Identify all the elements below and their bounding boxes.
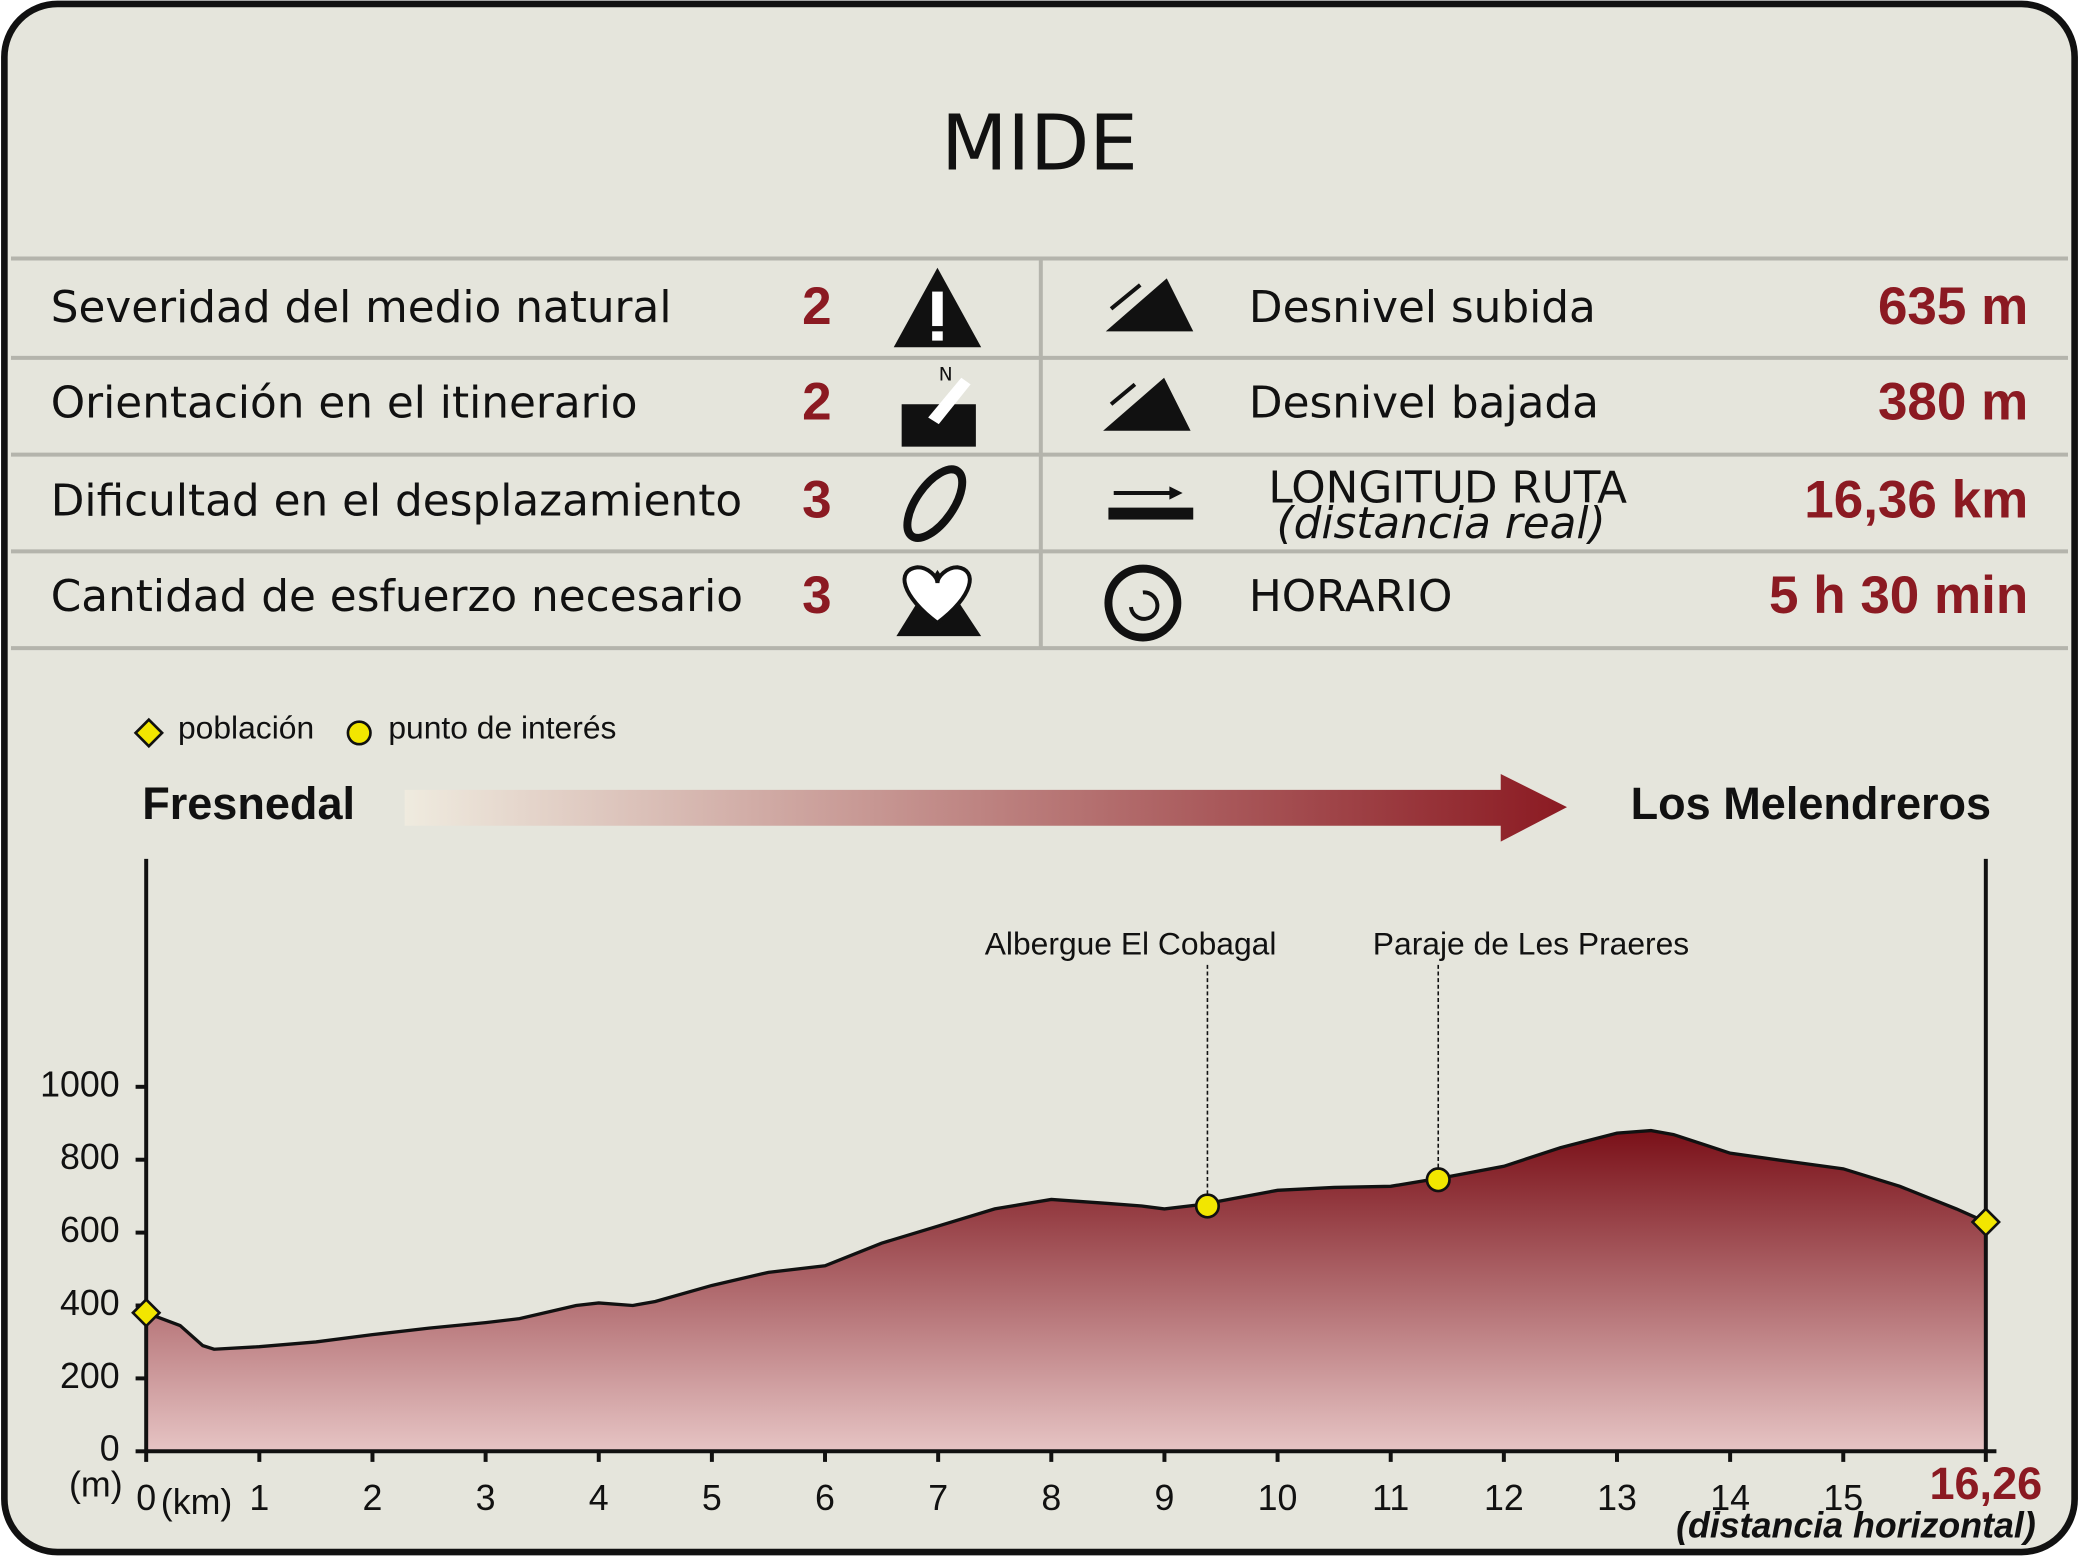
- info-label: Desnivel subida: [1249, 282, 1596, 333]
- info-label: LONGITUD RUTA: [1268, 462, 1627, 513]
- criterion-label: Cantidad de esfuerzo necesario: [51, 571, 743, 622]
- x-tick-label: 3: [476, 1478, 496, 1518]
- info-value: 16,36 km: [1804, 471, 2028, 530]
- table-lines: [11, 256, 2068, 651]
- x-tick-label: 8: [1041, 1478, 1061, 1518]
- legend-symbol: [346, 720, 372, 746]
- title: MIDE: [941, 99, 1138, 188]
- x-tick-label: 15: [1823, 1478, 1863, 1518]
- criterion-value: 2: [802, 373, 831, 432]
- x-tick-label: 11: [1372, 1478, 1409, 1518]
- elevation-line: [145, 1128, 1987, 1351]
- y-tick-label: 600: [60, 1210, 120, 1250]
- x-tick-label: 14: [1710, 1478, 1750, 1518]
- x-tick-label: 7: [928, 1478, 948, 1518]
- x-unit: (km): [161, 1482, 233, 1522]
- marker: [1425, 1167, 1451, 1193]
- x-tick-label: 2: [363, 1478, 383, 1518]
- info-value: 380 m: [1878, 373, 2028, 432]
- icons: N: [893, 267, 1194, 642]
- info-sublabel: (distancia real): [1277, 498, 1606, 549]
- x-tick-label: 16,26: [1929, 1458, 2042, 1509]
- elevation-area: [146, 1130, 1986, 1452]
- y-tick-label: 0: [100, 1429, 120, 1469]
- info-label: HORARIO: [1249, 571, 1452, 622]
- criterion-label: Severidad del medio natural: [51, 282, 672, 333]
- marker: [131, 1297, 162, 1328]
- marker: [1970, 1206, 2001, 1238]
- x-tick-label: 5: [702, 1478, 722, 1518]
- x-tick-label: 9: [1154, 1478, 1174, 1518]
- x-tick-label: 12: [1484, 1478, 1524, 1518]
- y-tick-label: 200: [60, 1356, 120, 1396]
- x-tick-label: 4: [589, 1478, 609, 1518]
- info-value: 635 m: [1878, 277, 2028, 336]
- criterion-value: 2: [802, 277, 831, 336]
- y-tick-label: 800: [60, 1137, 120, 1177]
- start-label: Fresnedal: [142, 778, 355, 829]
- x-note: (distancia horizontal): [1676, 1506, 2036, 1546]
- info-label: Desnivel bajada: [1249, 378, 1599, 429]
- x-tick-label: 6: [815, 1478, 835, 1518]
- criterion-label: Dificultad en el desplazamiento: [51, 476, 742, 527]
- criterion-value: 3: [802, 471, 831, 530]
- x-tick-label: 10: [1258, 1478, 1298, 1518]
- legend-label: población: [178, 710, 314, 746]
- x-tick-label: 1: [249, 1478, 269, 1518]
- info-value: 5 h 30 min: [1769, 566, 2028, 625]
- poi-label: Paraje de Les Praeres: [1373, 926, 1689, 962]
- poi-label: Albergue El Cobagal: [985, 926, 1277, 962]
- y-unit: (m): [69, 1465, 123, 1505]
- y-tick-label: 1000: [40, 1064, 120, 1104]
- x-tick-label: 13: [1597, 1478, 1637, 1518]
- legend-label: punto de interés: [388, 710, 616, 746]
- y-tick-label: 400: [60, 1283, 120, 1323]
- criterion-value: 3: [802, 566, 831, 625]
- direction-arrow: [404, 774, 1568, 842]
- criterion-label: Orientación en el itinerario: [51, 378, 638, 429]
- end-label: Los Melendreros: [1631, 778, 1991, 829]
- x-tick-label: 0: [136, 1478, 156, 1518]
- svg-text:N: N: [939, 365, 953, 386]
- legend-symbol: [133, 717, 164, 749]
- marker: [1194, 1193, 1221, 1219]
